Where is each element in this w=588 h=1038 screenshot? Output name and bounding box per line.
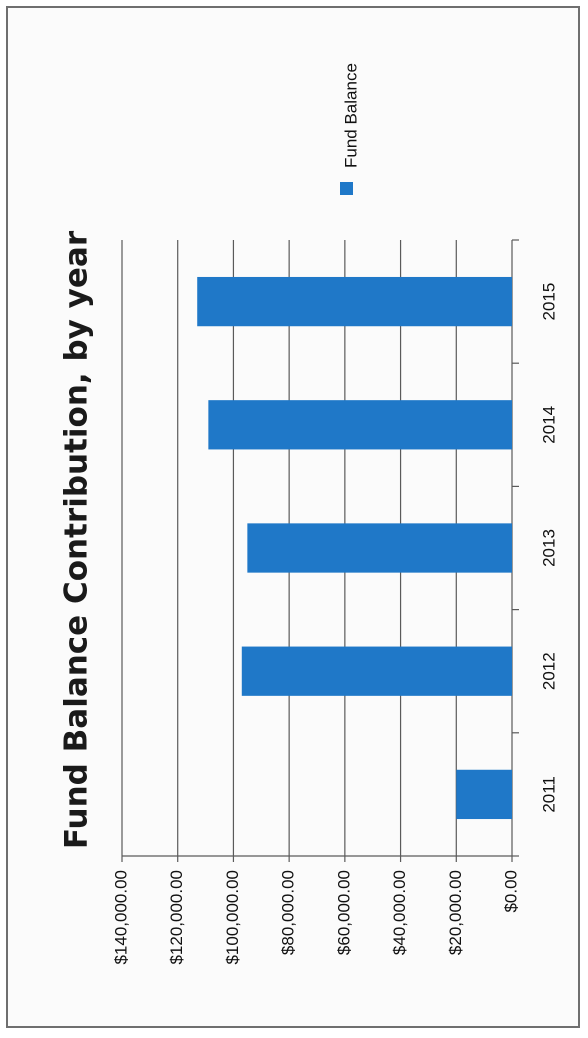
page-frame (6, 6, 580, 1028)
category-tick-label: 2013 (539, 529, 558, 567)
value-tick-label: $140,000.00 (111, 870, 130, 965)
legend-swatch (340, 182, 353, 195)
bar-2011 (456, 769, 512, 820)
bars (197, 276, 513, 820)
category-tick-label: 2011 (539, 776, 558, 813)
bar-2012 (241, 646, 513, 696)
category-tick-label: 2014 (539, 406, 558, 444)
category-tick-label: 2015 (539, 283, 558, 321)
bar-2014 (208, 400, 512, 450)
category-tick-label: 2012 (539, 652, 558, 690)
value-tick-label: $40,000.00 (390, 870, 409, 955)
bar-2013 (247, 523, 512, 573)
chart-title: Fund Balance Contribution, by year (59, 230, 95, 849)
legend-label: Fund Balance (341, 63, 360, 168)
bar-2015 (197, 276, 512, 327)
value-tick-label: $0.00 (501, 870, 520, 913)
value-tick-label: $80,000.00 (279, 870, 298, 955)
category-axis-tick-labels: 2011 2012 2013 2014 2015 (539, 283, 558, 813)
value-tick-label: $60,000.00 (334, 870, 353, 955)
value-axis-tick-labels: $0.00 $20,000.00 $40,000.00 $60,000.00 $80,0… (111, 870, 520, 965)
legend: Fund Balance (340, 63, 360, 195)
value-tick-label: $100,000.00 (223, 870, 242, 965)
value-tick-label: $20,000.00 (446, 870, 465, 955)
value-tick-label: $120,000.00 (167, 870, 186, 965)
